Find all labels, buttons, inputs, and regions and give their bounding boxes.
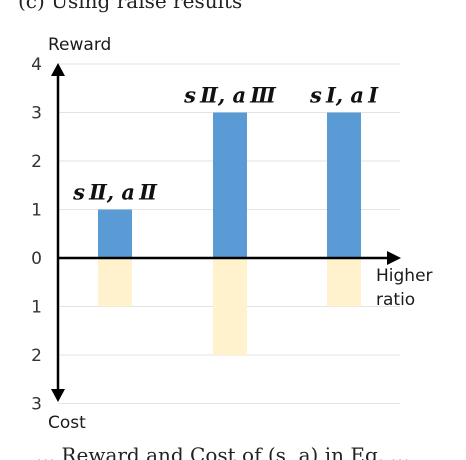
axes [51,63,401,402]
y-tick-label-reward: 2 [31,152,42,172]
y-axis-label-cost: Cost [48,413,86,433]
bar-category-label: s Ⅱ, a Ⅲ [183,83,277,108]
bottom-caption: ... Reward and Cost of (s, a) in Eq. ... [36,443,410,460]
bars-layer [98,112,361,355]
y-tick-label-cost: 2 [31,346,42,366]
y-tick-label-cost: 1 [31,298,42,318]
y-axis-arrow-down-icon [51,389,65,402]
top-caption: (c) Using raise results [18,0,242,13]
reward-bar [213,112,247,258]
bar-category-label: s Ⅱ, a Ⅱ [72,180,158,205]
reward-bar [98,209,132,258]
bar-labels: s Ⅱ, a Ⅱ s Ⅱ, a Ⅲ s I, a I [72,83,379,205]
reward-bar [327,112,361,258]
y-axis-label-reward: Reward [48,35,111,55]
x-axis-label-line-2: ratio [376,290,415,310]
cost-bar [98,258,132,307]
x-axis-arrow-right-icon [387,251,401,265]
cost-bar [213,258,247,355]
cost-bar [327,258,361,307]
y-tick-label-reward: 3 [31,104,42,124]
y-tick-label-reward: 4 [31,55,42,75]
y-axis-arrow-up-icon [51,63,65,76]
y-tick-label-reward: 1 [31,201,42,221]
bar-category-label: s I, a I [309,83,379,108]
x-axis-label-line-1: Higher [376,266,433,286]
tick-labels: 0 1 2 3 4 1 2 3 [31,55,42,415]
y-tick-label-cost: 3 [31,395,42,415]
y-tick-label-reward: 0 [31,249,42,269]
